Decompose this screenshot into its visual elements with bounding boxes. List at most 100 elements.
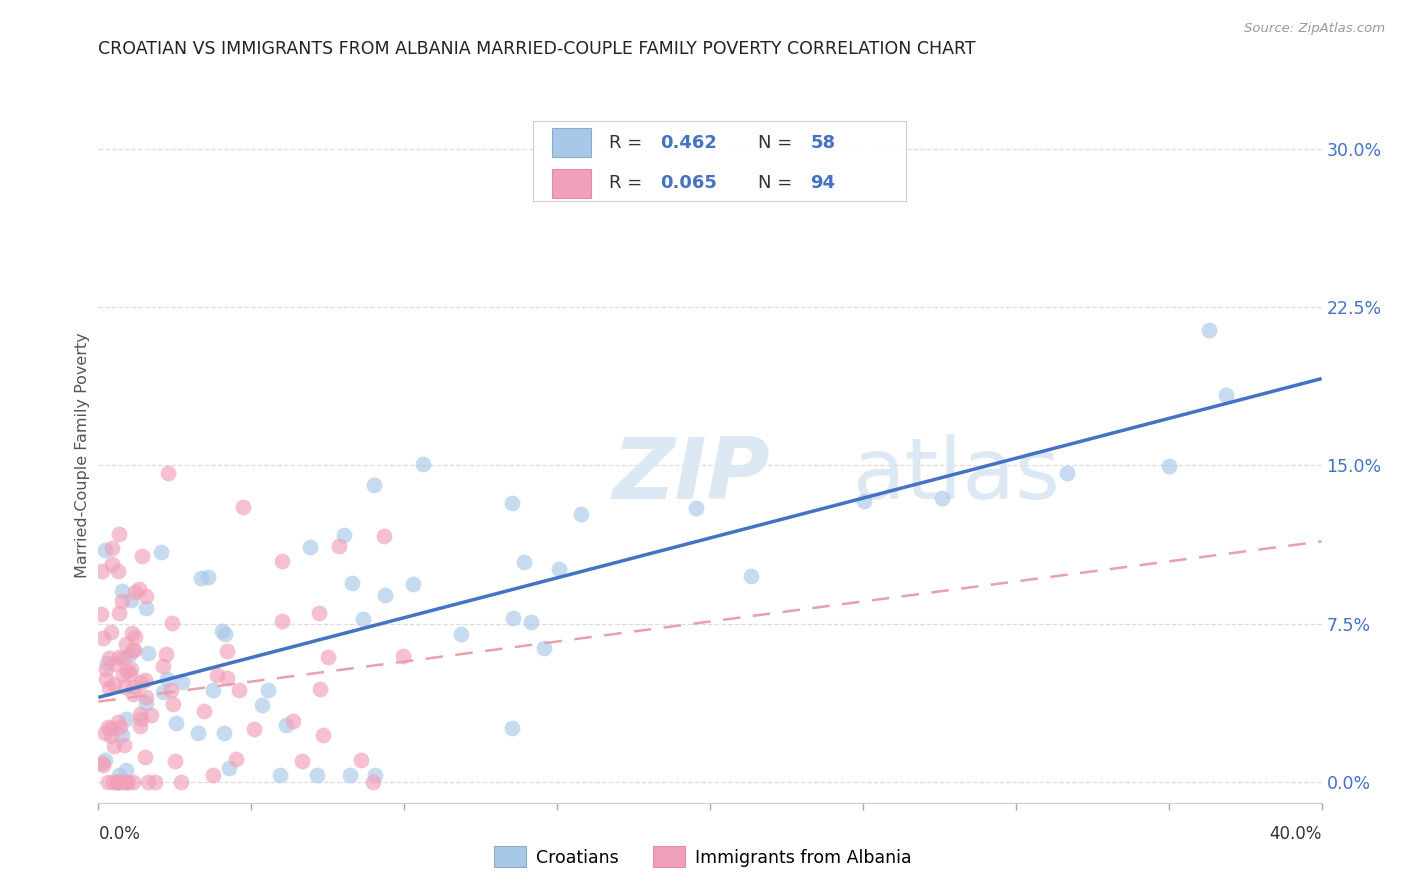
Point — [187, 725, 209, 739]
Point — [152, 684, 174, 698]
Point — [114, 774, 136, 789]
Point — [120, 593, 142, 607]
Point — [101, 721, 124, 735]
Point — [243, 722, 266, 736]
Text: 0.0%: 0.0% — [98, 825, 141, 843]
Point — [107, 774, 129, 789]
Point — [101, 774, 124, 789]
Point — [129, 719, 152, 733]
Point — [1157, 458, 1180, 473]
Point — [131, 549, 153, 563]
Point — [111, 594, 134, 608]
Point — [156, 467, 179, 481]
Point — [91, 631, 114, 645]
Point — [136, 774, 159, 789]
Point — [108, 649, 131, 664]
Point — [107, 774, 129, 789]
Point — [685, 500, 707, 515]
Point — [1215, 388, 1237, 402]
Point — [501, 495, 523, 509]
Point — [162, 616, 184, 631]
Bar — [553, 128, 592, 157]
Point — [401, 577, 423, 591]
Point — [340, 575, 363, 590]
Point — [160, 683, 183, 698]
Point — [533, 640, 555, 655]
Point — [364, 768, 387, 782]
Text: 0.065: 0.065 — [659, 174, 717, 193]
Point — [169, 774, 191, 789]
Point — [363, 478, 385, 492]
Point — [91, 757, 114, 772]
Point — [112, 738, 135, 752]
Point — [105, 774, 128, 789]
Point — [309, 681, 332, 696]
Point — [270, 615, 292, 629]
Point — [103, 677, 125, 691]
Point — [107, 564, 129, 578]
Point — [740, 569, 762, 583]
Point — [120, 662, 142, 676]
Point — [217, 671, 239, 685]
Point — [117, 774, 139, 789]
Point — [316, 650, 339, 665]
Point — [212, 726, 235, 740]
Point — [98, 651, 121, 665]
Point — [931, 491, 953, 506]
Point — [228, 682, 250, 697]
Point — [257, 682, 280, 697]
Point — [100, 624, 122, 639]
Point — [252, 698, 274, 712]
Point — [118, 666, 141, 681]
Point — [135, 696, 157, 710]
Point — [197, 570, 219, 584]
Point — [333, 528, 356, 542]
Point — [211, 624, 233, 638]
Point — [100, 541, 122, 555]
Point — [129, 712, 152, 726]
Point — [104, 657, 127, 671]
Point — [97, 720, 120, 734]
Point — [547, 562, 569, 576]
Text: R =: R = — [609, 134, 648, 152]
Point — [90, 607, 112, 622]
Point — [135, 690, 157, 705]
Point — [165, 715, 187, 730]
Point — [96, 672, 118, 686]
Point — [190, 571, 212, 585]
Point — [111, 651, 134, 665]
Point — [352, 612, 374, 626]
Text: atlas: atlas — [853, 434, 1062, 517]
Point — [105, 774, 128, 789]
Point — [115, 713, 138, 727]
Point — [91, 756, 114, 771]
Point — [117, 664, 139, 678]
Point — [853, 494, 876, 508]
Point — [339, 768, 361, 782]
Point — [201, 682, 224, 697]
Point — [108, 768, 131, 782]
Point — [193, 704, 215, 718]
Point — [122, 643, 145, 657]
Point — [101, 557, 124, 571]
Point — [569, 507, 592, 521]
Point — [97, 681, 120, 695]
Point — [361, 774, 384, 789]
Point — [502, 611, 524, 625]
Text: 94: 94 — [810, 174, 835, 193]
Point — [350, 753, 373, 767]
Text: 40.0%: 40.0% — [1270, 825, 1322, 843]
Point — [1056, 467, 1078, 481]
Point — [138, 646, 160, 660]
Point — [512, 555, 534, 569]
Point — [115, 763, 138, 777]
Point — [111, 728, 134, 742]
Point — [501, 722, 523, 736]
Point — [232, 500, 254, 514]
Point — [108, 526, 131, 541]
Text: N =: N = — [758, 174, 797, 193]
Text: ZIP: ZIP — [612, 434, 770, 517]
Point — [150, 545, 173, 559]
Point — [271, 554, 294, 568]
Point — [94, 662, 117, 676]
